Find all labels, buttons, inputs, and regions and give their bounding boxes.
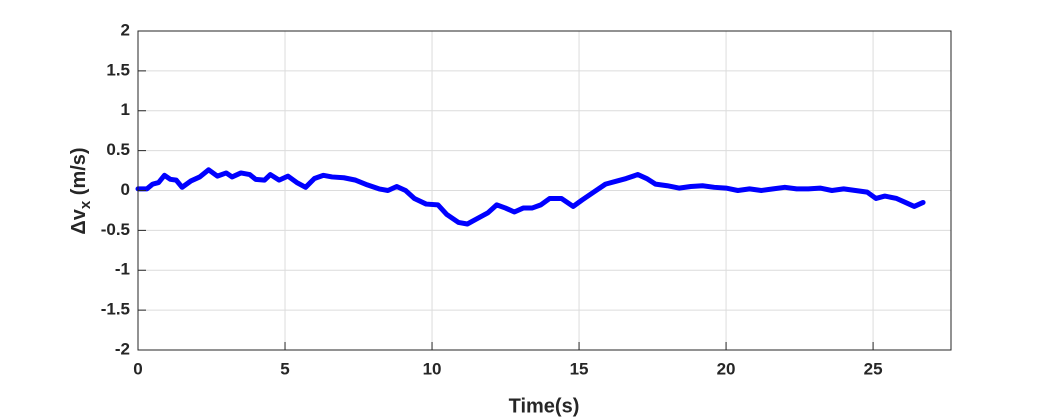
data-line — [135, 167, 926, 227]
y-label-unit: (m/s) — [68, 147, 90, 200]
x-tick-label: 25 — [864, 359, 883, 378]
y-tick-label: -1 — [115, 260, 130, 279]
x-tick-label: 20 — [717, 359, 736, 378]
y-tick-label: 0 — [121, 180, 130, 199]
y-label-sub: x — [77, 200, 94, 209]
y-axis-label: Δvx (m/s) — [68, 147, 94, 234]
y-tick-label: 0.5 — [106, 140, 130, 159]
y-tick-label: 1.5 — [106, 60, 130, 79]
x-tick-label: 10 — [423, 359, 442, 378]
lines — [135, 167, 926, 227]
y-label-main: Δv — [68, 208, 90, 234]
x-tick-label: 15 — [570, 359, 589, 378]
y-tick-label: 1 — [121, 100, 130, 119]
y-tick-label: 2 — [121, 20, 130, 39]
y-tick-label: -0.5 — [101, 220, 130, 239]
y-tick-label: -1.5 — [101, 300, 130, 319]
x-tick-label: 0 — [133, 359, 142, 378]
x-axis-label: Time(s) — [509, 395, 580, 417]
y-tick-label: -2 — [115, 339, 130, 358]
x-tick-label: 5 — [280, 359, 289, 378]
